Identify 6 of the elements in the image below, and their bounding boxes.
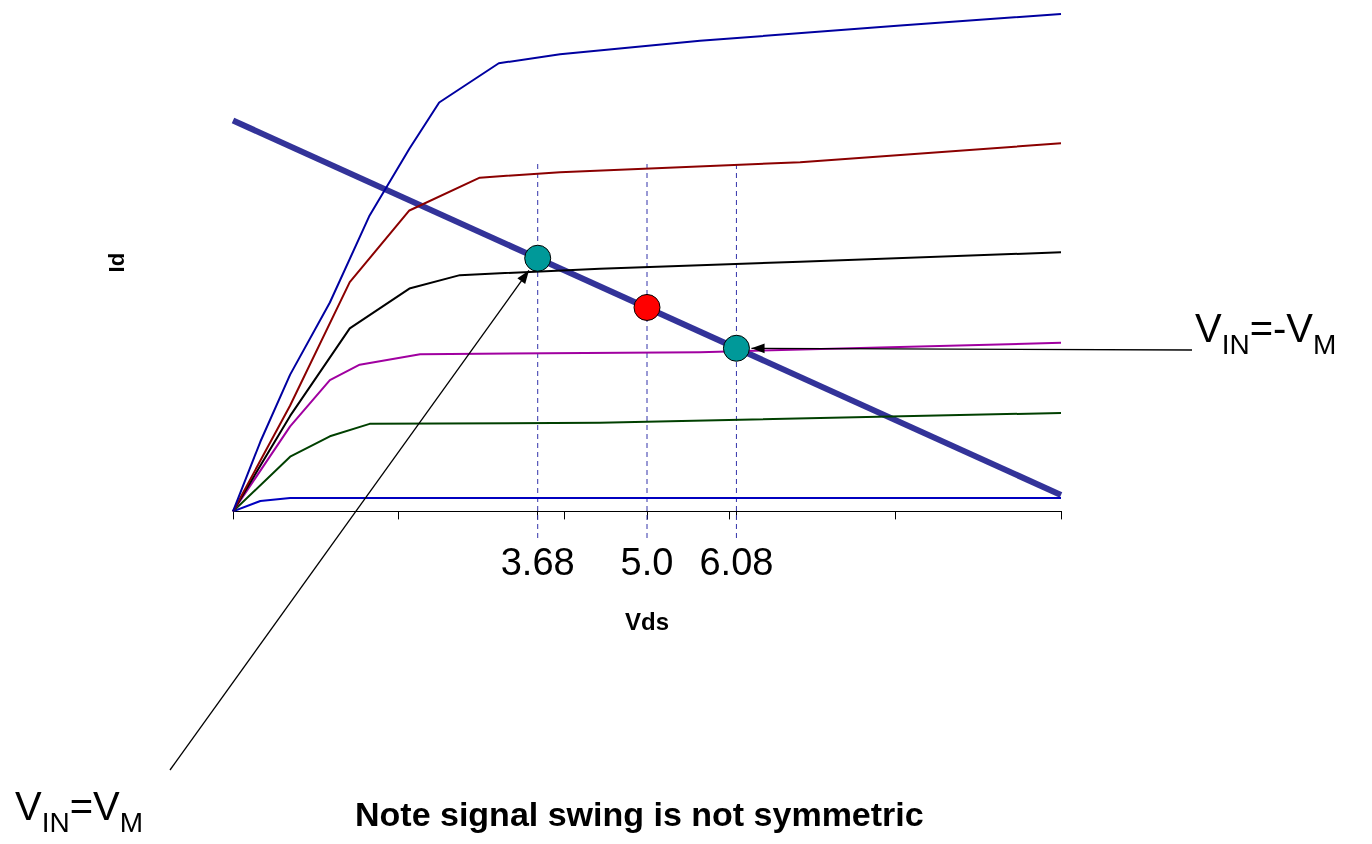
x-tick-label: 6.08 <box>699 540 774 583</box>
x-tick-label: 3.68 <box>500 540 575 583</box>
text: Note signal swing is not symmetric <box>355 795 924 833</box>
x-tick-label: 5.0 <box>620 540 674 583</box>
y-axis-title: Id <box>104 252 130 273</box>
x-axis-title: Vds <box>624 608 670 636</box>
